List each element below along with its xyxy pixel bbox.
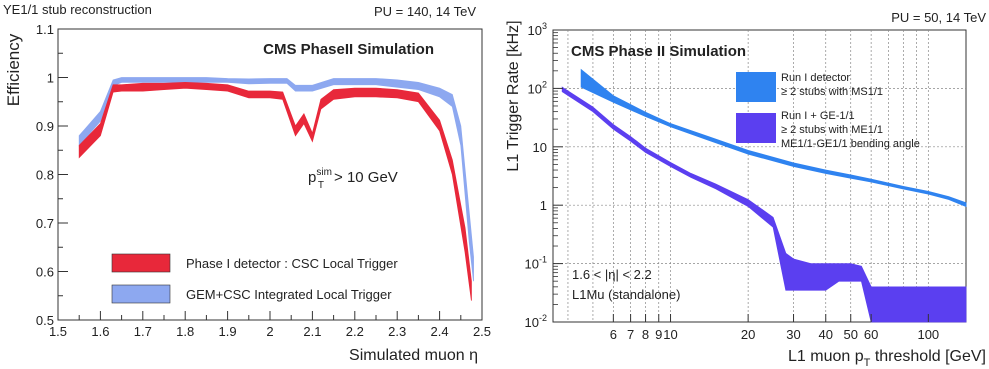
efficiency-y-axis-label: Efficiency: [4, 33, 23, 106]
trigger-rate-y-ticks: 10-2 10-1 1 10 102 103: [525, 21, 563, 330]
trigger-rate-x-tick-label: 100: [917, 327, 939, 342]
trigger-rate-y-tick-label: 1: [540, 198, 547, 213]
x-label-subscript: T: [864, 357, 871, 369]
x-label-base: L1 muon p: [788, 348, 864, 365]
efficiency-x-ticks: 1.5 1.6 1.7 1.8 1.9 2 2.1 2.2 2.3 2.4 2.5: [49, 311, 491, 339]
pt-symbol: p: [308, 169, 316, 186]
efficiency-header-left: YE1/1 stub reconstruction: [3, 2, 152, 17]
trigger-rate-y-axis-label: L1 Trigger Rate [kHz]: [505, 20, 522, 171]
eta-range-annotation: 1.6 < |η| < 2.2: [572, 267, 652, 282]
legend-swatch-run1-ge11: [736, 113, 776, 143]
trigger-rate-y-tick-label: 102: [528, 79, 547, 96]
trigger-rate-x-tick-label: 50: [843, 327, 857, 342]
trigger-rate-x-tick-label: 60: [864, 327, 878, 342]
legend-swatch-gem-csc: [111, 284, 171, 304]
legend-ge11-line3: ME1/1-GE1/1 bending angle: [781, 138, 920, 150]
trigger-rate-y-tick-label: 103: [528, 21, 547, 38]
efficiency-x-tick-label: 1.8: [176, 324, 194, 339]
x-label-rest: threshold [GeV]: [870, 348, 986, 365]
trigger-rate-x-tick-label: 10: [663, 327, 677, 342]
l1mu-annotation: L1Mu (standalone): [572, 287, 680, 302]
legend-run1-line1: Run I detector: [781, 72, 850, 84]
legend-ge11-line2: ≥ 2 stubs with ME1/1: [781, 124, 883, 136]
trigger-rate-x-tick-label: 7: [627, 327, 634, 342]
efficiency-x-tick-label: 2.2: [346, 324, 364, 339]
efficiency-y-tick-label: 0.5: [36, 313, 54, 328]
trigger-rate-header-right: PU = 50, 14 TeV: [891, 10, 986, 25]
efficiency-y-tick-label: 0.9: [36, 119, 54, 134]
efficiency-y-tick-label: 1.1: [36, 22, 54, 37]
pt-condition: > 10 GeV: [334, 169, 398, 186]
legend-swatch-run1: [736, 72, 776, 102]
trigger-rate-y-tick-label: 10-1: [525, 255, 547, 272]
efficiency-chart: 1.5 1.6 1.7 1.8 1.9 2 2.1 2.2 2.3 2.4 2.5 0.50.60.…: [3, 2, 491, 364]
trigger-rate-band-0: [580, 68, 967, 208]
trigger-rate-x-tick-label: 6: [610, 327, 617, 342]
efficiency-y-tick-label: 0.7: [36, 216, 54, 231]
efficiency-x-tick-label: 2.1: [303, 324, 321, 339]
legend-label-gem-csc: GEM+CSC Integrated Local Trigger: [186, 287, 392, 302]
trigger-rate-x-ticks: 6 7 8 9 10 20 30 40 50 60 100: [610, 314, 939, 342]
efficiency-pt-annotation: psim T > 10 GeV: [308, 167, 398, 191]
efficiency-x-tick-label: 1.6: [91, 324, 109, 339]
efficiency-band-1: [78, 77, 474, 282]
trigger-rate-x-tick-label: 40: [819, 327, 833, 342]
trigger-rate-y-tick-label: 10: [533, 140, 547, 155]
trigger-rate-series: [561, 68, 967, 323]
efficiency-y-tick-label: 1: [47, 71, 54, 86]
efficiency-x-tick-label: 2: [266, 324, 273, 339]
efficiency-x-tick-label: 2.5: [473, 324, 491, 339]
trigger-rate-chart-title: CMS Phase II Simulation: [571, 43, 746, 60]
efficiency-x-tick-label: 1.5: [49, 324, 67, 339]
legend-swatch-phase1: [111, 253, 171, 273]
efficiency-header-right: PU = 140, 14 TeV: [374, 4, 476, 19]
efficiency-band-0: [78, 81, 472, 301]
legend-label-phase1: Phase I detector : CSC Local Trigger: [186, 256, 398, 271]
trigger-rate-x-tick-label: 8: [642, 327, 649, 342]
efficiency-series: [78, 77, 474, 301]
pt-superscript: sim: [316, 167, 332, 178]
efficiency-y-tick-label: 0.6: [36, 265, 54, 280]
efficiency-x-tick-label: 1.7: [134, 324, 152, 339]
efficiency-x-tick-label: 2.4: [431, 324, 449, 339]
trigger-rate-y-tick-label: 10-2: [525, 313, 547, 330]
trigger-rate-x-tick-label: 30: [786, 327, 800, 342]
trigger-rate-x-tick-label: 9: [655, 327, 662, 342]
efficiency-chart-title: CMS PhaseII Simulation: [263, 41, 434, 58]
efficiency-y-tick-label: 0.8: [36, 168, 54, 183]
efficiency-x-tick-label: 2.3: [388, 324, 406, 339]
pt-subscript: T: [318, 180, 324, 191]
trigger-rate-x-axis-label: L1 muon pT threshold [GeV]: [788, 348, 986, 369]
efficiency-plot-frame: [57, 28, 483, 321]
legend-run1-line2: ≥ 2 stubs with MS1/1: [781, 86, 883, 98]
efficiency-x-tick-label: 1.9: [219, 324, 237, 339]
legend-ge11-line1: Run I + GE-1/1: [781, 110, 855, 122]
trigger-rate-band-1: [561, 86, 967, 323]
efficiency-y-ticks: 0.5 0.6 0.7 0.8 0.9 1 1.1: [36, 22, 68, 328]
efficiency-x-axis-label: Simulated muon η: [349, 347, 478, 364]
trigger-rate-x-tick-label: 20: [741, 327, 755, 342]
